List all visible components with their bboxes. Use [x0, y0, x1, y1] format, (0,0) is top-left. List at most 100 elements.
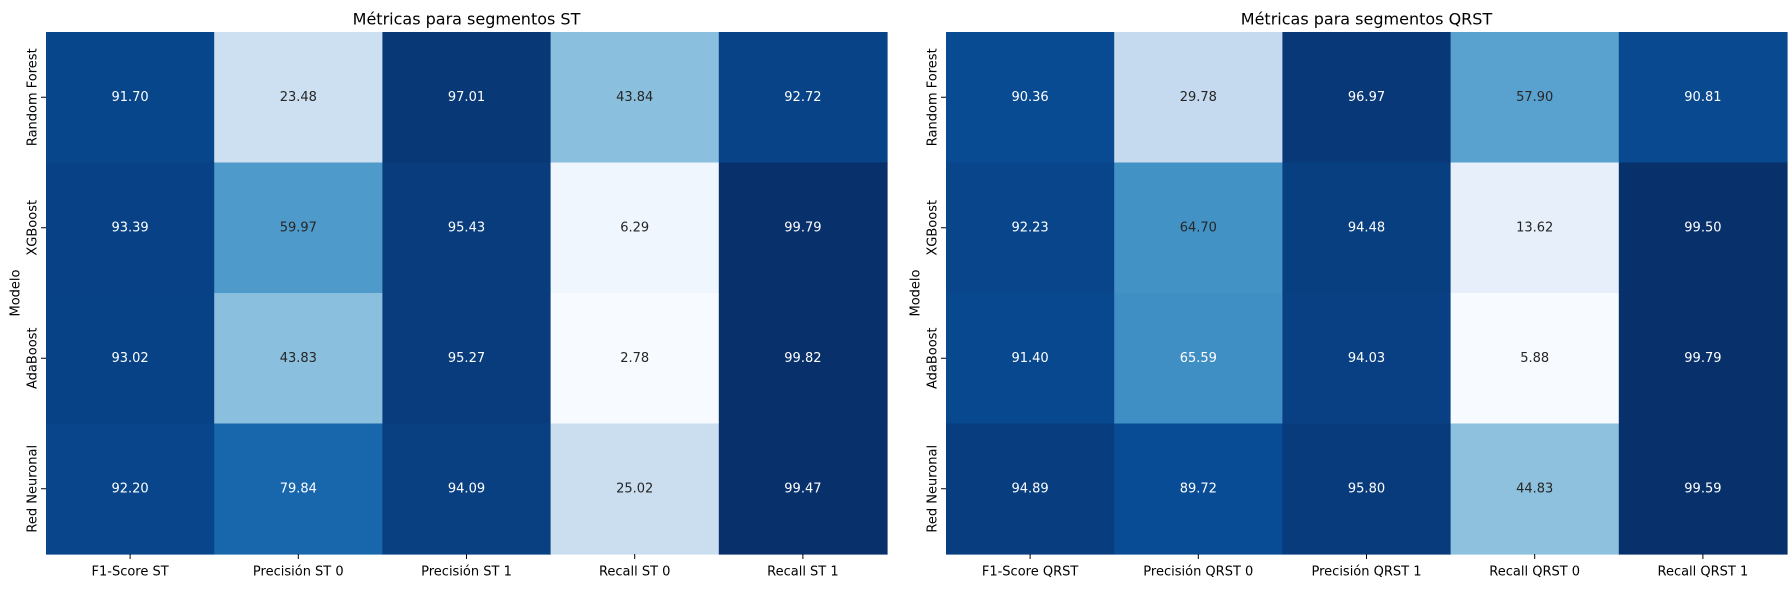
cell-value-label: 43.84	[616, 90, 653, 105]
y-tick-label: AdaBoost	[926, 327, 941, 389]
cell-value-label: 94.89	[1011, 481, 1048, 496]
cell-value-label: 91.70	[111, 90, 148, 105]
heatmap-cell	[46, 32, 215, 164]
cell-value-label: 99.47	[784, 481, 821, 496]
heatmap-cell	[1282, 423, 1452, 555]
y-tick-label: Random Forest	[926, 48, 941, 146]
x-tick-label: F1-Score QRST	[982, 565, 1078, 580]
cell-value-label: 43.83	[280, 351, 317, 366]
cell-value-label: 94.09	[448, 481, 485, 496]
cell-value-label: 90.81	[1684, 90, 1721, 105]
heatmap-cell	[1114, 423, 1283, 555]
cell-value-label: 93.02	[111, 351, 148, 366]
heatmap-cell	[46, 423, 215, 555]
cell-value-label: 99.79	[784, 220, 821, 235]
x-tick-label: Recall ST 0	[599, 565, 671, 580]
cell-value-label: 64.70	[1180, 220, 1217, 235]
heatmap-cell	[1282, 293, 1452, 425]
cell-value-label: 5.88	[1520, 351, 1549, 366]
cell-value-label: 92.23	[1011, 220, 1048, 235]
cell-value-label: 57.90	[1516, 90, 1553, 105]
cell-value-label: 99.79	[1684, 351, 1721, 366]
cell-value-label: 6.29	[620, 220, 649, 235]
cell-value-label: 89.72	[1180, 481, 1217, 496]
heatmap-panel-1: 91.70 23.48 97.01 43.84 92.72 93.39 59.97 95.43…	[9, 10, 888, 580]
cell-value-label: 99.50	[1684, 220, 1721, 235]
cell-value-label: 2.78	[620, 351, 649, 366]
heatmap-cell	[382, 423, 552, 555]
x-tick-label: Precisión ST 1	[421, 565, 512, 580]
x-tick-label: Precisión QRST 1	[1312, 565, 1422, 580]
heatmap-cell	[946, 162, 1115, 294]
heatmap-cell	[382, 293, 552, 425]
cell-value-label: 95.80	[1348, 481, 1385, 496]
cell-value-label: 90.36	[1011, 90, 1048, 105]
cell-value-label: 95.43	[448, 220, 485, 235]
heatmap-cell	[1618, 32, 1788, 164]
cell-value-label: 59.97	[280, 220, 317, 235]
heatmap-cell	[1450, 32, 1620, 164]
cell-value-label: 93.39	[111, 220, 148, 235]
heatmap-cell	[382, 32, 552, 164]
cell-value-label: 79.84	[280, 481, 317, 496]
y-tick-label: Random Forest	[26, 48, 41, 146]
heatmap-cell	[550, 32, 720, 164]
heatmap-cell	[550, 293, 720, 425]
heatmap-cell	[550, 423, 720, 555]
heatmap-cell	[1114, 32, 1283, 164]
heatmap-cell	[1450, 162, 1620, 294]
x-tick-label: Recall QRST 1	[1658, 565, 1749, 580]
cell-value-label: 96.97	[1348, 90, 1385, 105]
cell-value-label: 25.02	[616, 481, 653, 496]
heatmap-cell	[1618, 293, 1788, 425]
heatmap-cell	[214, 423, 383, 555]
cell-value-label: 94.03	[1348, 351, 1385, 366]
heatmap-cell	[718, 423, 888, 555]
heatmap-cell	[46, 162, 215, 294]
y-tick-label: XGBoost	[926, 200, 941, 256]
cell-value-label: 97.01	[448, 90, 485, 105]
heatmap-panel-2: 90.36 29.78 96.97 57.90 90.81 92.23 64.70 94.48…	[909, 10, 1788, 580]
heatmap-cell	[1282, 162, 1452, 294]
cell-value-label: 44.83	[1516, 481, 1553, 496]
heatmap-cell	[718, 32, 888, 164]
cell-value-label: 13.62	[1516, 220, 1553, 235]
chart-title: Métricas para segmentos ST	[353, 10, 581, 29]
heatmap-cell	[1114, 293, 1283, 425]
cell-value-label: 29.78	[1180, 90, 1217, 105]
heatmap-cell	[946, 293, 1115, 425]
heatmap-cell	[946, 32, 1115, 164]
heatmap-cell	[1282, 32, 1452, 164]
y-tick-label: AdaBoost	[26, 327, 41, 389]
heatmap-cell	[1618, 162, 1788, 294]
heatmap-cell	[946, 423, 1115, 555]
y-axis-label: Modelo	[909, 269, 924, 316]
heatmap-cell	[46, 293, 215, 425]
cell-value-label: 65.59	[1180, 351, 1217, 366]
chart-title: Métricas para segmentos QRST	[1241, 10, 1493, 29]
heatmap-cell	[382, 162, 552, 294]
cell-value-label: 94.48	[1348, 220, 1385, 235]
x-tick-label: Precisión QRST 0	[1143, 565, 1253, 580]
cell-value-label: 95.27	[448, 351, 485, 366]
cell-value-label: 99.82	[784, 351, 821, 366]
y-tick-label: Red Neuronal	[26, 445, 41, 533]
x-tick-label: Recall QRST 0	[1489, 565, 1580, 580]
heatmap-cell	[718, 162, 888, 294]
y-axis-label: Modelo	[9, 269, 24, 316]
heatmap-cell	[214, 162, 383, 294]
cell-value-label: 23.48	[280, 90, 317, 105]
heatmap-cell	[214, 32, 383, 164]
cell-value-label: 92.72	[784, 90, 821, 105]
cell-value-label: 91.40	[1011, 351, 1048, 366]
heatmap-cell	[550, 162, 720, 294]
heatmap-cell	[1618, 423, 1788, 555]
heatmap-cell	[718, 293, 888, 425]
cell-value-label: 92.20	[111, 481, 148, 496]
x-tick-label: Precisión ST 0	[253, 565, 344, 580]
heatmap-cell	[214, 293, 383, 425]
cell-value-label: 99.59	[1684, 481, 1721, 496]
y-tick-label: Red Neuronal	[926, 445, 941, 533]
heatmap-cell	[1450, 423, 1620, 555]
